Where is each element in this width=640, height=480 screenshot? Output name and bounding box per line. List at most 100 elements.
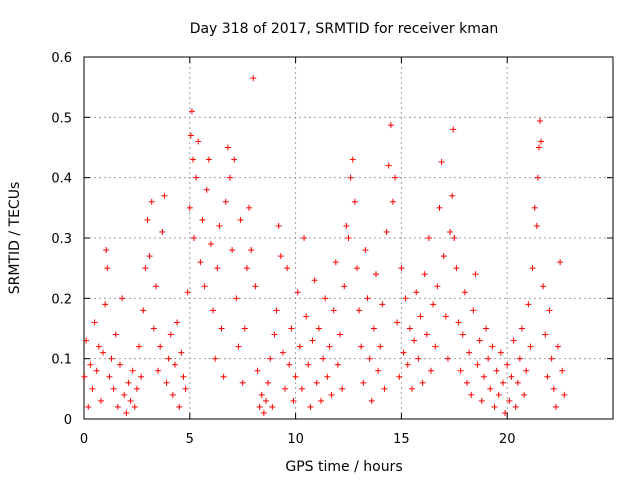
data-point [368, 397, 375, 404]
data-point [303, 313, 310, 320]
data-point [408, 385, 415, 392]
data-point [449, 192, 456, 199]
data-point [381, 385, 388, 392]
data-point [419, 379, 426, 386]
data-point [195, 138, 202, 145]
data-point [152, 283, 159, 290]
data-point [125, 379, 132, 386]
data-point [493, 367, 500, 374]
scatter-points [81, 75, 568, 416]
data-point [186, 204, 193, 211]
data-point [398, 265, 405, 272]
data-point [339, 385, 346, 392]
data-point [250, 75, 257, 82]
data-point [142, 265, 149, 272]
data-point [512, 403, 519, 410]
data-point [404, 361, 411, 368]
data-point [138, 373, 145, 380]
data-point [364, 295, 371, 302]
data-point [140, 307, 147, 314]
data-point [370, 325, 377, 332]
data-point [222, 198, 229, 205]
x-tick-label: 10 [287, 432, 304, 447]
data-point [436, 204, 443, 211]
data-point [239, 379, 246, 386]
data-point [444, 355, 451, 362]
data-point [468, 391, 475, 398]
data-point [432, 343, 439, 350]
data-point [392, 174, 399, 181]
data-point [480, 373, 487, 380]
data-point [538, 138, 545, 145]
data-point [187, 132, 194, 139]
data-point [97, 397, 104, 404]
data-point [174, 319, 181, 326]
data-point [267, 355, 274, 362]
data-point [216, 222, 223, 229]
data-point [262, 397, 269, 404]
data-point [516, 355, 523, 362]
data-point [345, 235, 352, 241]
data-point [506, 397, 513, 404]
data-point [83, 337, 90, 344]
data-point [491, 403, 498, 410]
data-point [144, 216, 151, 223]
data-point [519, 325, 526, 332]
data-point [415, 355, 422, 362]
data-point [110, 385, 117, 392]
data-point [150, 325, 157, 332]
data-point [396, 373, 403, 380]
data-point [104, 265, 111, 272]
data-point [373, 271, 380, 278]
data-point [197, 259, 204, 266]
data-point [127, 397, 134, 404]
data-point [167, 331, 174, 338]
data-point [301, 235, 308, 241]
data-point [470, 307, 477, 314]
data-point [428, 367, 435, 374]
data-point [379, 301, 386, 308]
data-point [358, 343, 365, 350]
data-point [550, 385, 557, 392]
data-point [332, 259, 339, 266]
data-point [451, 235, 458, 241]
data-point [540, 283, 547, 290]
x-tick-label: 15 [393, 432, 410, 447]
data-point [330, 307, 337, 314]
data-point [254, 367, 261, 374]
data-point [489, 343, 496, 350]
data-point [534, 174, 541, 181]
data-point [252, 283, 259, 290]
y-tick-label: 0.5 [51, 111, 72, 126]
data-point [224, 144, 231, 151]
x-tick-label: 0 [80, 432, 88, 447]
data-point [171, 361, 178, 368]
data-point [527, 343, 534, 350]
data-point [210, 307, 217, 314]
data-point [231, 156, 238, 163]
data-point [343, 222, 350, 229]
data-point [237, 216, 244, 223]
data-point [387, 122, 394, 129]
data-point [326, 343, 333, 350]
data-point [294, 289, 301, 296]
data-point [315, 325, 322, 332]
data-point [476, 337, 483, 344]
data-point [320, 355, 327, 362]
data-point [241, 325, 248, 332]
data-point [286, 361, 293, 368]
data-point [112, 331, 119, 338]
data-point [155, 367, 162, 374]
data-point [260, 409, 267, 416]
data-point [328, 391, 335, 398]
data-point [182, 385, 189, 392]
data-point [349, 156, 356, 163]
y-tick-label: 0.4 [51, 172, 72, 187]
data-point [131, 403, 138, 410]
data-point [146, 253, 153, 260]
data-point [366, 355, 373, 362]
data-point [279, 349, 286, 356]
data-point [389, 198, 396, 205]
data-point [417, 313, 424, 320]
data-point [508, 373, 515, 380]
